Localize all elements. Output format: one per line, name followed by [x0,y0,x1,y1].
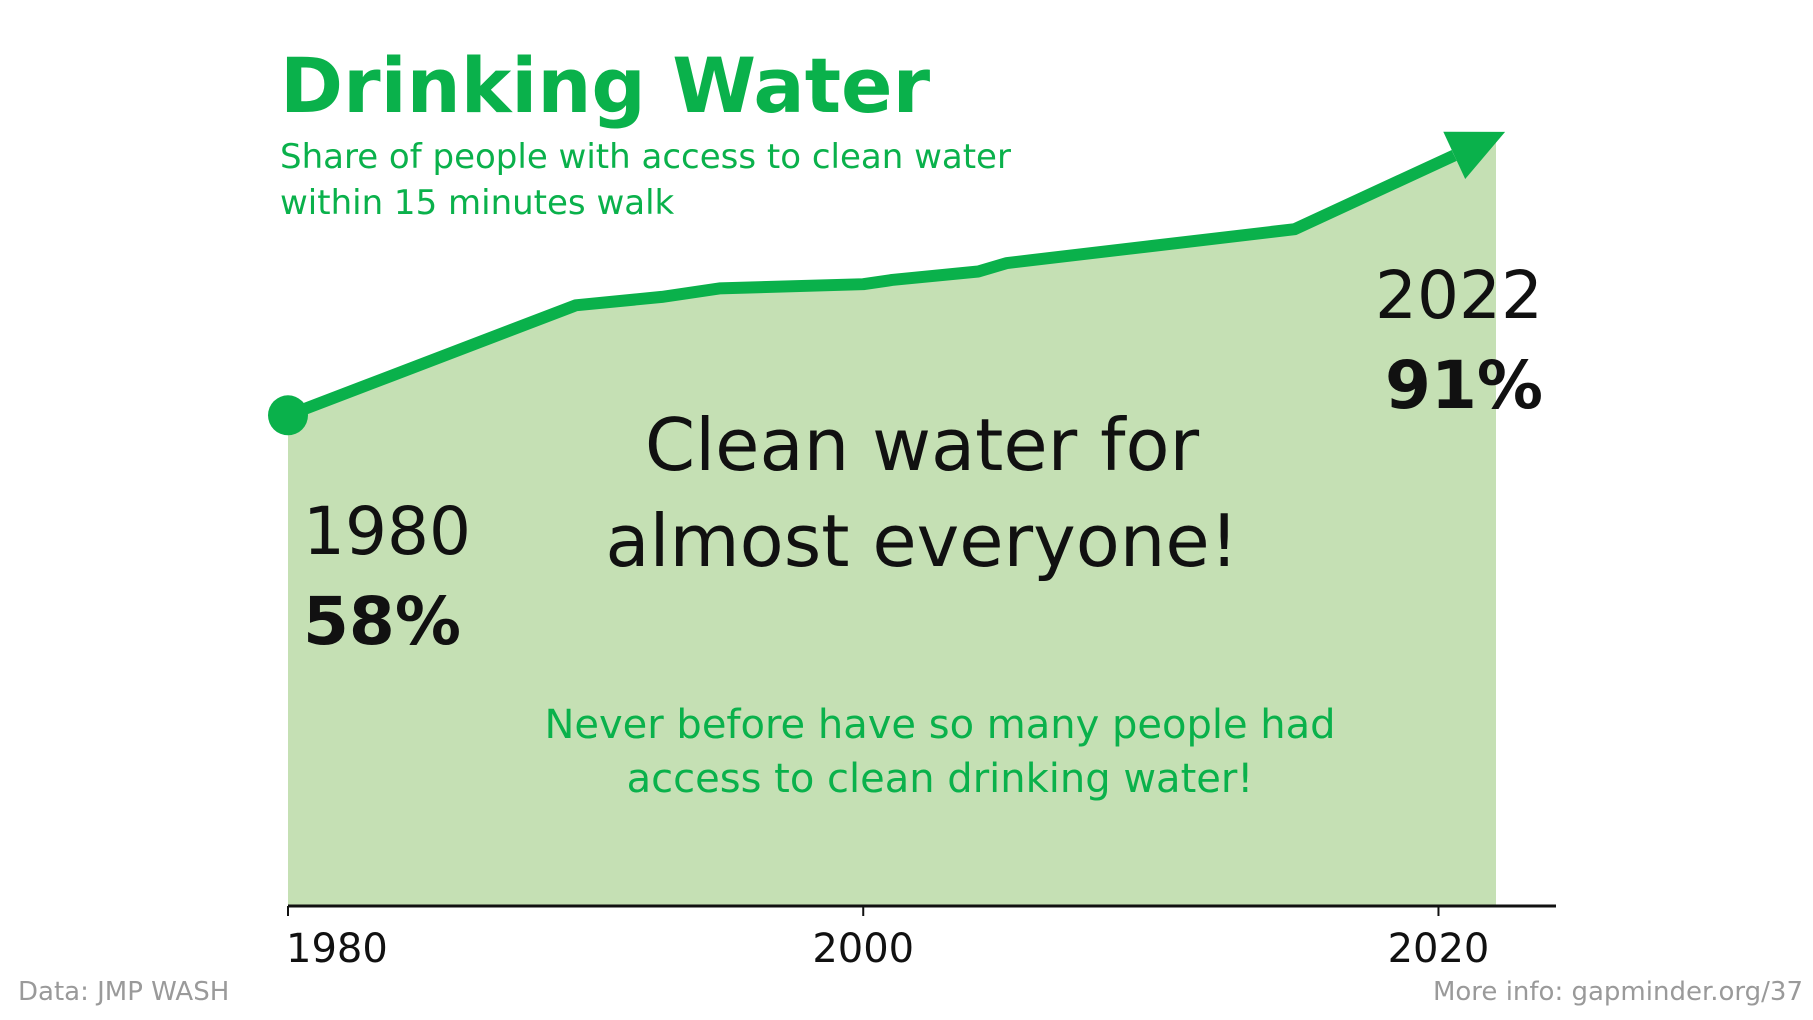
more-info-link[interactable]: More info: gapminder.org/37 [1433,977,1803,1007]
x-tick-label: 2020 [1388,926,1490,972]
headline-line2: almost everyone! [605,499,1238,583]
chart-subtitle-line2: within 15 minutes walk [280,183,675,223]
data-source: Data: JMP WASH [18,977,229,1007]
headline-line1: Clean water for [645,403,1200,487]
start-year-label: 1980 [303,493,471,570]
series-line [285,149,1457,421]
area-fill [288,136,1496,907]
end-value-label: 91% [1385,347,1543,424]
chart-title: Drinking Water [280,41,931,130]
end-year-label: 2022 [1375,257,1543,334]
note-line1: Never before have so many people had [544,702,1335,748]
x-tick-label: 1980 [286,926,388,972]
x-tick-label: 2000 [812,926,914,972]
note-line2: access to clean drinking water! [627,756,1254,802]
trend-arrowhead [1443,131,1506,179]
chart-subtitle-line1: Share of people with access to clean wat… [280,137,1011,177]
start-point [268,395,308,436]
start-value-label: 58% [303,583,461,660]
x-axis-ticks: 1980 2000 2020 [286,906,1489,972]
marks-layer [268,131,1506,436]
